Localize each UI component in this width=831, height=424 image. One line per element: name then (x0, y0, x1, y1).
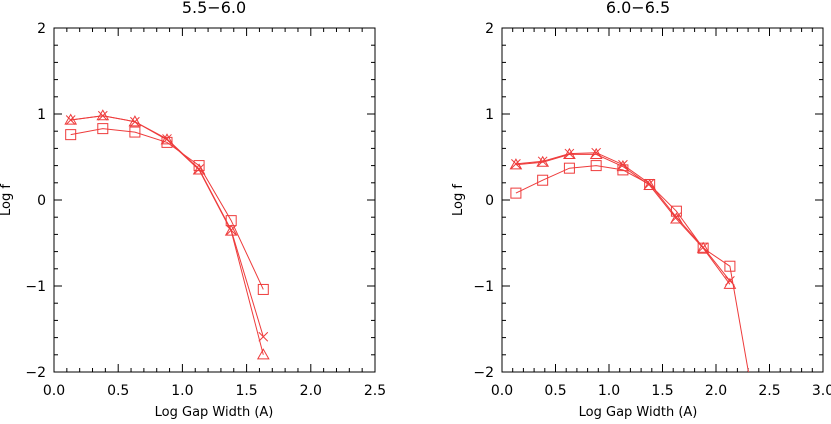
cross-marker (591, 147, 602, 158)
cross-marker (671, 212, 682, 223)
square-marker (697, 242, 709, 254)
x-tick-label: 0.5 (544, 383, 566, 399)
y-tick-label: 1 (37, 107, 46, 123)
square-marker (97, 123, 109, 135)
square-marker (510, 187, 522, 199)
square-marker (225, 215, 237, 227)
x-tick-label: 2.5 (758, 383, 780, 399)
series-line-square (515, 165, 749, 372)
triangle-marker (96, 109, 110, 121)
triangle-marker (256, 348, 270, 360)
cross-marker (97, 110, 108, 121)
square-marker (193, 160, 205, 172)
cross-marker (258, 331, 269, 342)
cross-marker (537, 156, 548, 167)
y-tick-label: 0 (37, 193, 46, 209)
y-axis-label: Log f (0, 184, 14, 216)
cross-marker (644, 178, 655, 189)
x-tick-label: 1.5 (651, 383, 673, 399)
cross-marker (130, 116, 140, 127)
panel-title: 5.5−6.0 (182, 0, 246, 17)
square-marker (590, 160, 602, 172)
square-marker (537, 174, 549, 186)
y-tick-label: −1 (473, 279, 494, 295)
cross-marker (511, 159, 521, 169)
triangle-marker (696, 241, 710, 253)
y-tick-label: 1 (485, 107, 494, 123)
triangle-marker (616, 159, 630, 172)
y-tick-label: 2 (37, 21, 46, 37)
triangle-marker (160, 133, 174, 145)
y-axis-label: Log f (451, 184, 466, 216)
data-layer (64, 109, 270, 360)
square-marker (257, 283, 269, 295)
series-line-square (70, 128, 264, 290)
square-marker (724, 260, 736, 272)
square-marker (617, 164, 629, 176)
triangle-marker (224, 224, 238, 236)
x-tick-label: 0.0 (491, 383, 513, 399)
cross-marker (564, 148, 575, 159)
cross-marker (65, 115, 76, 125)
x-tick-label: 0.0 (43, 383, 65, 399)
x-tick-label: 2.5 (364, 383, 386, 399)
x-axis-label: Log Gap Width (A) (579, 405, 698, 420)
square-marker (129, 126, 141, 138)
x-tick-label: 1.5 (235, 383, 257, 399)
x-tick-label: 2.0 (705, 383, 727, 399)
panel-right: 6.0−6.5 Log f Log Gap Width (A) 0.0 0.5 1.… (451, 0, 831, 424)
series-line-triangle (515, 153, 731, 285)
data-layer (509, 147, 762, 424)
y-tick-label: 2 (485, 21, 494, 37)
square-marker (752, 414, 762, 424)
square-marker (670, 205, 682, 217)
x-tick-label: 1.0 (598, 383, 620, 399)
triangle-marker (192, 163, 206, 175)
panel-left: 5.5−6.0 Log f Log Gap Width (A) 0.0 0.5 1.… (0, 0, 386, 420)
panel-title: 6.0−6.5 (606, 0, 670, 17)
series-line-cross (515, 152, 731, 282)
y-tick-label: −2 (25, 365, 46, 381)
x-tick-label: 0.5 (107, 383, 129, 399)
x-tick-label: 1.0 (171, 383, 193, 399)
cross-marker (194, 164, 204, 174)
triangle-marker (670, 212, 683, 224)
square-marker (563, 162, 575, 174)
y-tick-label: −1 (25, 279, 46, 295)
square-marker (161, 136, 173, 148)
x-tick-label: 3.0 (812, 383, 831, 399)
x-tick-label: 2.0 (300, 383, 322, 399)
square-marker (644, 179, 656, 191)
square-marker (65, 129, 77, 141)
x-axis-label: Log Gap Width (A) (155, 405, 274, 420)
y-tick-label: 0 (485, 193, 494, 209)
y-tick-label: −2 (473, 365, 494, 381)
